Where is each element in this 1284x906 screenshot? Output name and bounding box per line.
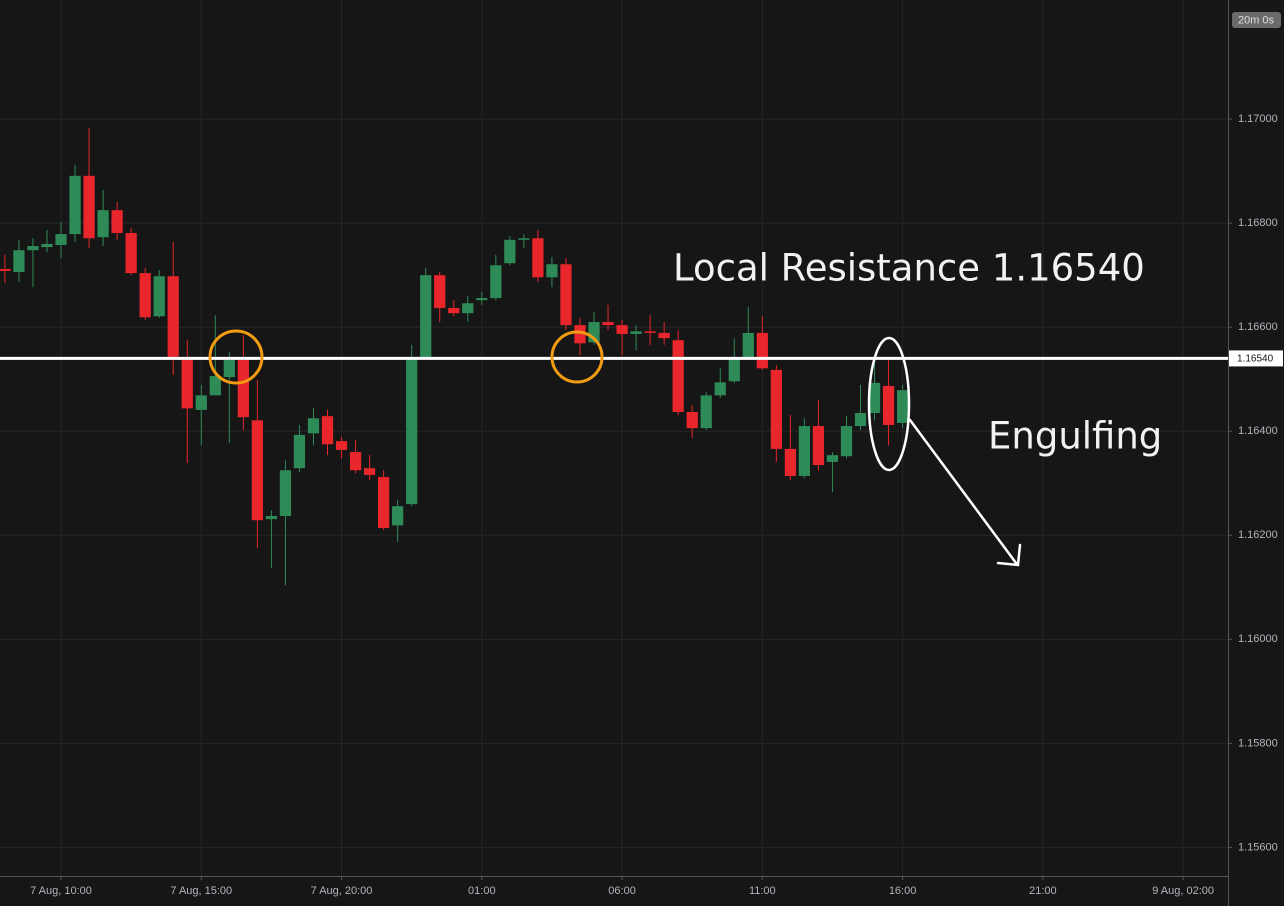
candle-body [518,238,530,240]
highlight-circle [550,330,604,384]
y-tick-label: 1.15800 [1238,737,1278,749]
y-tick-label: 1.15600 [1238,841,1278,853]
candle-body [882,385,895,425]
candle-body [560,264,572,326]
candle-body [392,506,404,526]
highlight-circle [208,329,264,385]
candle-body [686,411,698,429]
x-tick-label: 06:00 [608,885,636,897]
price-label: 1.16540 [1237,354,1274,365]
candle-body [125,233,137,274]
x-tick-label: 7 Aug, 15:00 [170,885,232,897]
candle-body [742,332,754,358]
candle-body [784,448,796,476]
candle-body [574,325,586,344]
candle-body [700,395,712,429]
candle-body [546,264,558,278]
y-tick-label: 1.16800 [1238,217,1278,229]
annotation: Engulfing [988,415,1162,458]
candle-body [153,276,165,317]
candle-body [139,273,151,318]
overlay: Local Resistance 1.16540 Engulfing [208,247,1162,567]
candle-body [868,382,881,414]
candle-body [307,418,320,434]
candle-body [490,265,502,299]
candle-body [335,441,348,450]
arrow [908,418,1022,567]
candle-body [406,357,418,505]
annotation: Local Resistance 1.16540 [673,247,1145,290]
candle-body [812,426,825,466]
candle-body [251,420,263,521]
x-tick-label: 7 Aug, 10:00 [30,885,92,897]
candle-body [532,238,544,278]
candle-body [363,468,376,475]
x-tick-label: 7 Aug, 20:00 [311,885,373,897]
candle-body [195,395,207,410]
countdown: 20m 0s [1238,14,1275,26]
candle-body [672,340,684,412]
x-tick-label: 11:00 [749,885,776,897]
y-tick-label: 1.16000 [1238,633,1278,645]
candle-body [854,413,867,427]
candle-body [896,390,909,423]
candles [0,127,909,586]
candle-body [630,331,642,334]
candle-body [209,376,221,396]
candle-body [321,416,334,445]
candle-body [462,303,474,314]
candle-body [602,321,614,326]
candle-body [714,382,726,396]
candle-body [644,331,656,333]
y-tick-label: 1.16600 [1238,321,1278,333]
candle-body [55,234,67,246]
candle-body [69,175,81,235]
y-tick-label: 1.16200 [1238,529,1278,541]
candle-body [840,426,853,457]
x-tick-label: 01:00 [468,885,496,897]
candle-body [434,275,446,308]
candle-body [13,250,25,273]
candle-body [223,359,235,378]
candle-body [798,426,811,476]
candle-body [83,175,95,239]
candle-body [111,210,123,234]
candle-body [41,243,53,248]
candle-body [588,321,600,343]
candle-body [448,307,460,314]
candle-body [728,357,740,382]
x-tick-label: 16:00 [889,885,917,897]
candle-body [293,434,306,469]
y-tick-label: 1.17000 [1238,113,1278,125]
x-tick-label: 9 Aug, 02:00 [1152,885,1214,897]
candle-body [616,325,628,334]
candle-body [756,332,768,369]
candle-body [27,246,39,251]
candle-body [378,477,390,528]
candle-body [504,239,516,264]
candle-body [770,369,782,449]
candle-body [97,210,109,238]
candle-body [0,268,11,272]
candle-body [181,356,193,409]
candle-body [167,276,179,357]
candle-body [658,332,670,339]
x-tick-label: 21:00 [1029,885,1057,897]
candle-body [476,298,488,301]
countdown-box [1232,12,1281,28]
highlight-ellipse [867,336,911,472]
price-label-box [1229,350,1283,367]
candle-body [420,275,432,358]
candle-body [279,470,292,517]
candle-body [237,359,249,418]
candle-body [826,455,839,462]
candle-body [349,452,362,471]
candle-body [265,516,278,520]
y-tick-label: 1.16400 [1238,425,1278,437]
